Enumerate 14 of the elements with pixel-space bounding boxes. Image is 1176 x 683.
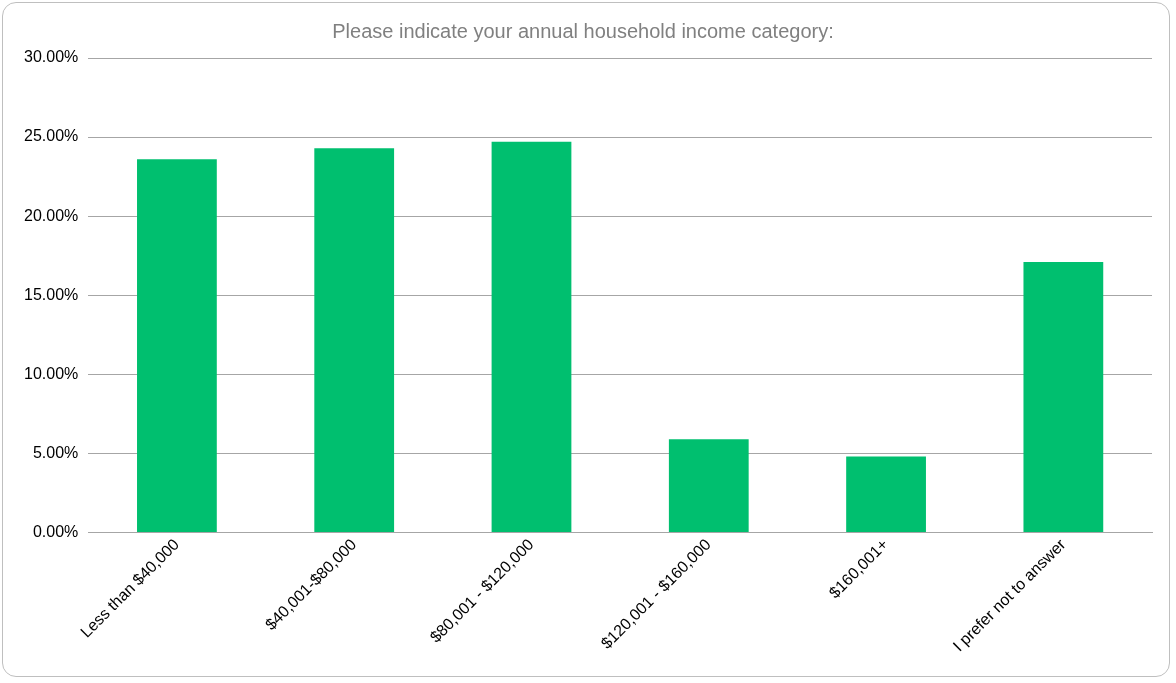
bar: [1023, 262, 1104, 533]
bar: [846, 456, 926, 533]
bar: [491, 141, 572, 533]
bar: [314, 148, 395, 533]
y-tick-label: 5.00%: [32, 443, 79, 461]
y-tick-label: 15.00%: [24, 285, 79, 303]
y-tick-label: 30.00%: [24, 48, 79, 66]
y-tick-label: 20.00%: [24, 206, 79, 224]
chart-title: Please indicate your annual household income category:: [332, 19, 834, 42]
y-tick-label: 0.00%: [32, 522, 79, 540]
y-tick-label: 10.00%: [24, 364, 79, 382]
bar: [137, 159, 217, 533]
y-tick-label: 25.00%: [24, 127, 79, 145]
bar: [668, 439, 749, 533]
